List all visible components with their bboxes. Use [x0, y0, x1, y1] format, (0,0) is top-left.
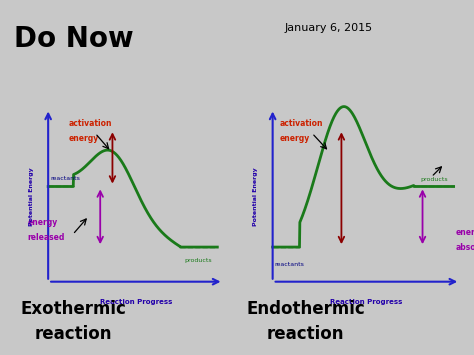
Text: activation: activation [279, 119, 323, 127]
Text: energy: energy [28, 218, 58, 227]
Text: products: products [420, 177, 448, 182]
Text: Potential Energy: Potential Energy [29, 168, 34, 226]
Text: reactants: reactants [50, 176, 80, 181]
Text: energy: energy [456, 228, 474, 237]
Text: Do Now: Do Now [14, 25, 134, 53]
Text: Endothermic: Endothermic [246, 300, 365, 318]
Text: Reaction Progress: Reaction Progress [330, 299, 402, 305]
Text: products: products [184, 258, 212, 263]
Text: reaction: reaction [35, 325, 112, 343]
Text: Potential Energy: Potential Energy [253, 168, 258, 226]
Text: reaction: reaction [267, 325, 345, 343]
Text: January 6, 2015: January 6, 2015 [284, 23, 373, 33]
Text: released: released [28, 233, 65, 242]
Text: activation: activation [69, 119, 112, 127]
Text: Reaction Progress: Reaction Progress [100, 299, 172, 305]
Text: energy: energy [279, 133, 310, 143]
Text: energy: energy [69, 133, 99, 143]
Text: Exothermic: Exothermic [20, 300, 127, 318]
Text: absorbed: absorbed [456, 243, 474, 252]
Text: reactants: reactants [275, 262, 305, 267]
